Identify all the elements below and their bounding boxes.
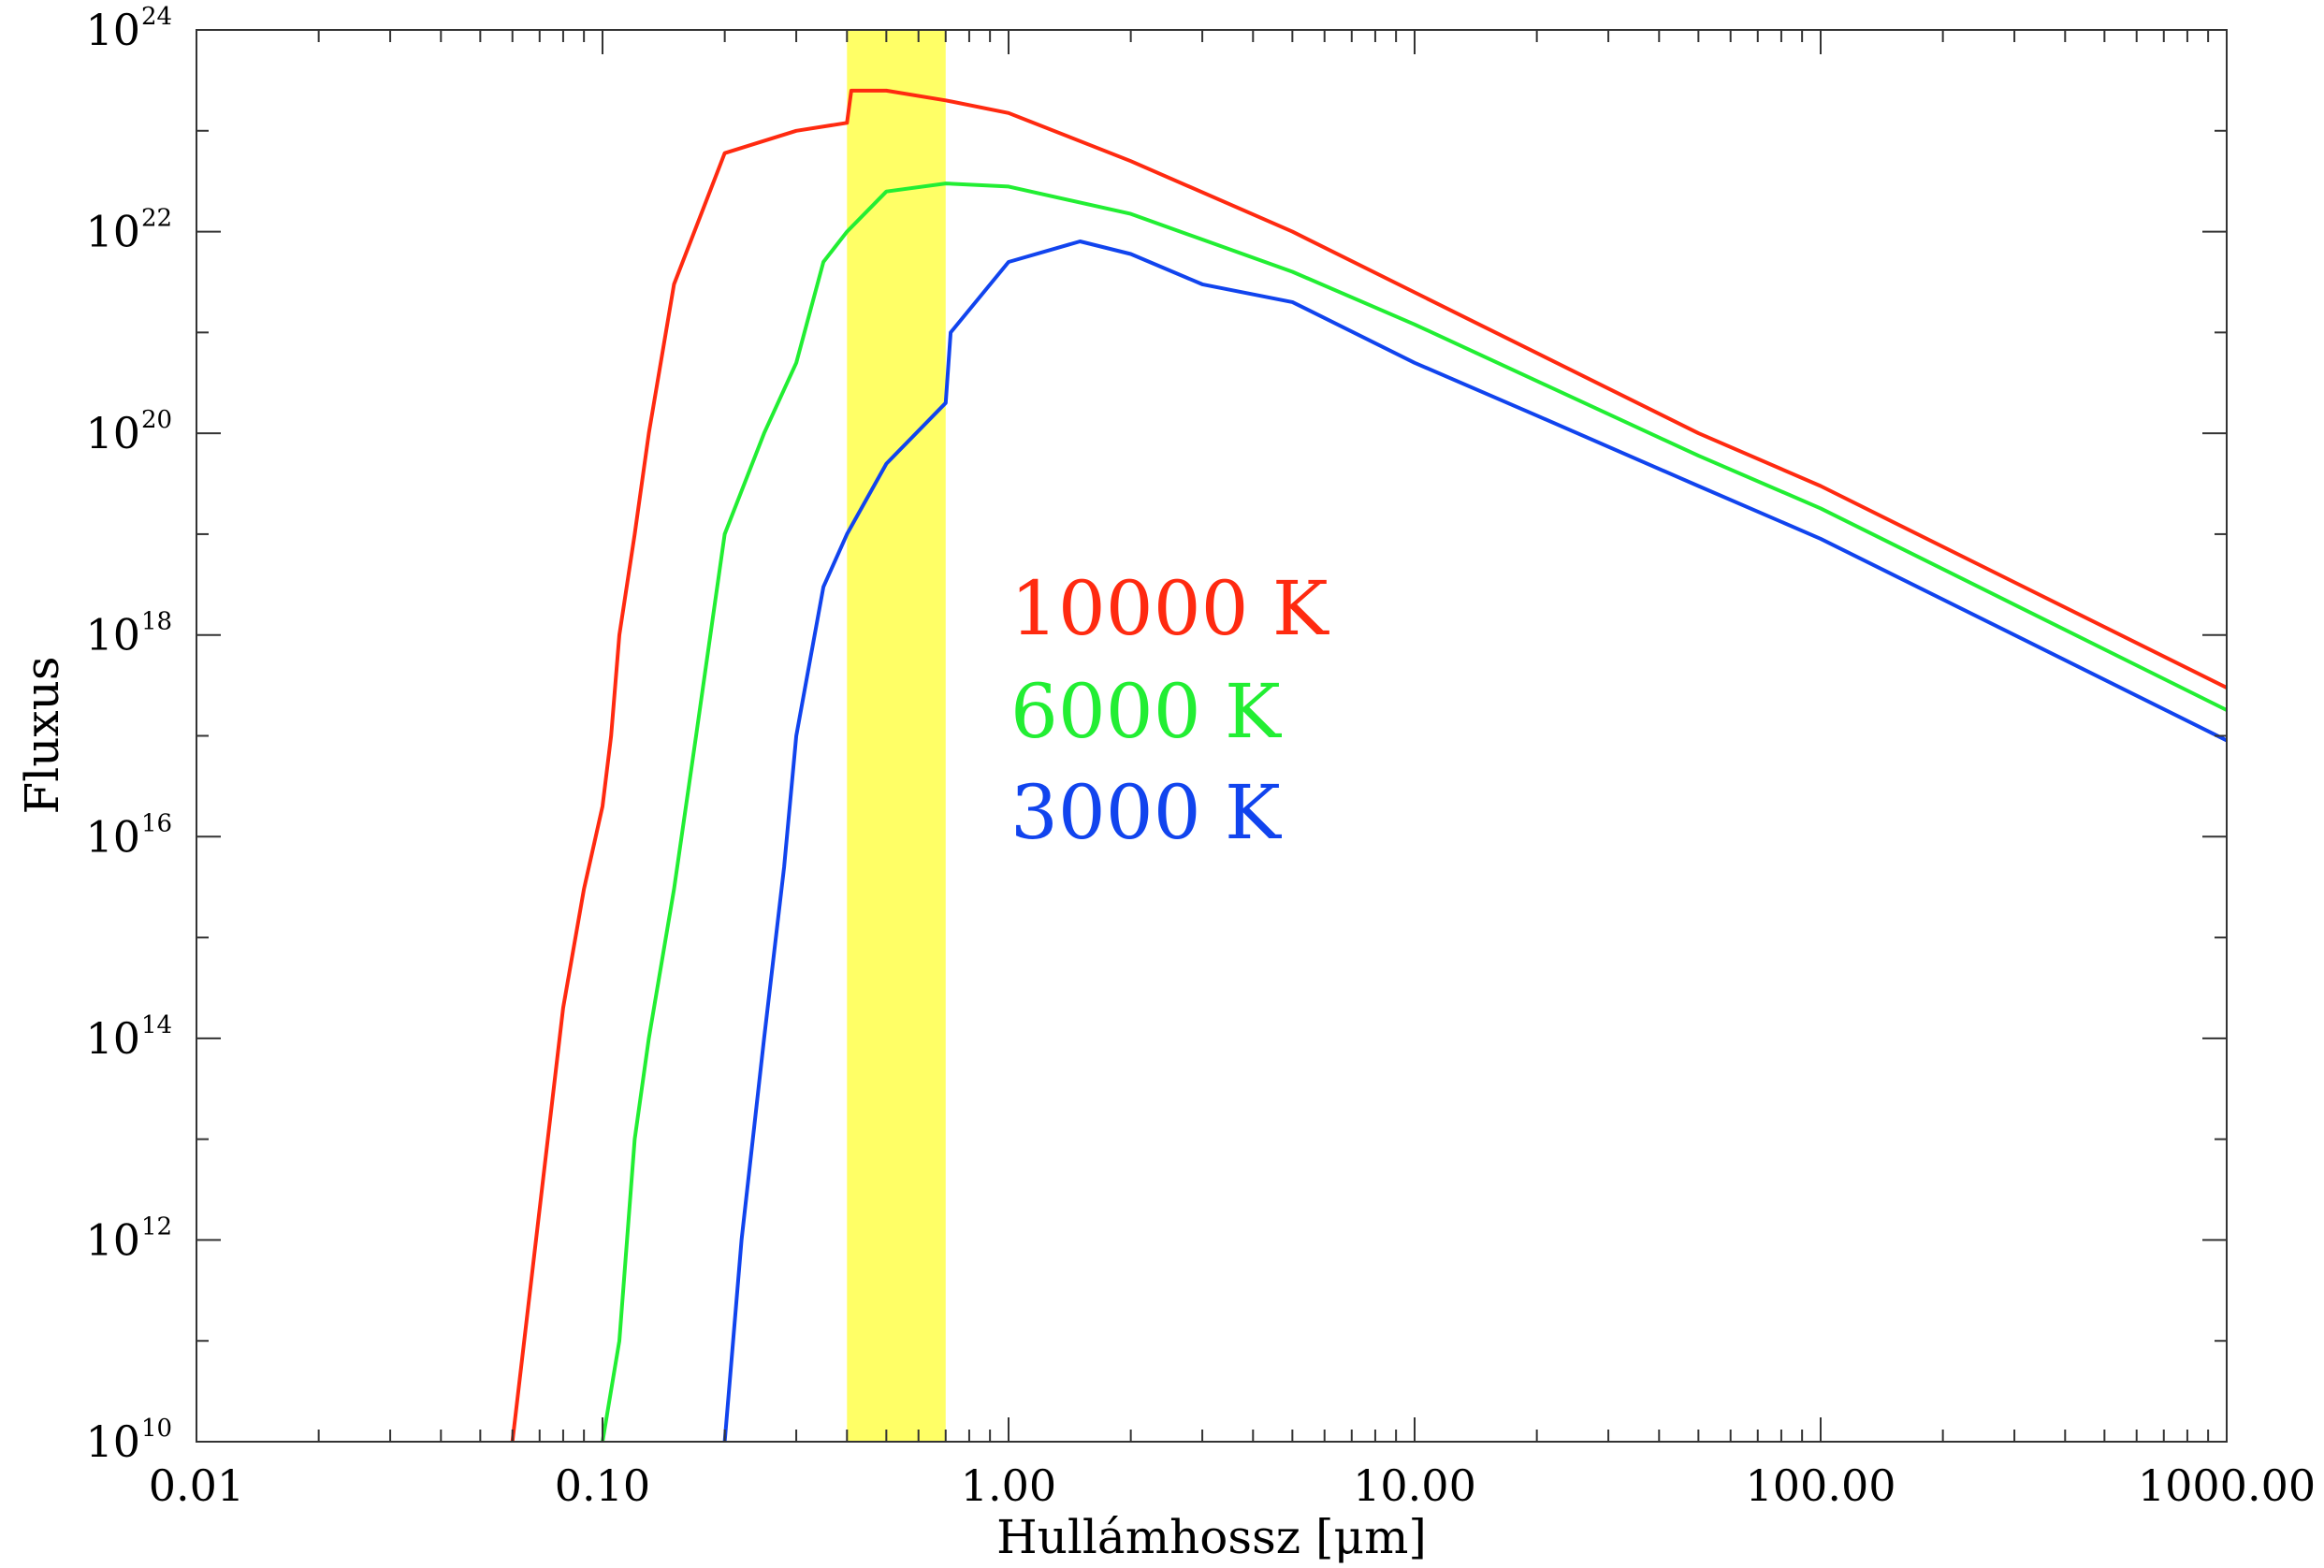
tick-layer [196,29,2227,1443]
x-tick-label: 1.00 [961,1460,1056,1511]
y-tick-exponent: 20 [141,406,172,434]
y-tick-base: 10 [85,1416,140,1467]
y-tick-base: 10 [85,207,140,257]
legend-label-1: 6000 K [1010,668,1282,755]
y-tick-exponent: 16 [141,809,172,837]
y-tick-label: 10 18 [85,608,172,661]
y-tick-exponent: 14 [141,1011,172,1039]
y-tick-base: 10 [85,1013,140,1064]
series-line-1 [601,181,2228,1443]
x-tick-label: 100.00 [1746,1460,1896,1511]
y-tick-label: 10 10 [85,1415,172,1467]
y-tick-exponent: 12 [141,1212,172,1241]
x-tick-label: 0.01 [149,1460,244,1511]
series-line-0 [510,88,2228,1443]
y-tick-label: 10 24 [85,3,172,55]
y-tick-exponent: 10 [141,1415,172,1443]
x-tick-label: 10.00 [1353,1460,1476,1511]
y-tick-base: 10 [85,5,140,55]
y-tick-base: 10 [85,1214,140,1265]
y-tick-exponent: 24 [141,3,172,31]
visible-light-band [847,30,946,1442]
y-tick-base: 10 [85,610,140,661]
x-tick-labels: 0.01 0.10 1.00 10.00 100.00 1000.00 [149,1460,2316,1511]
y-tick-label: 10 22 [85,205,172,257]
legend-label-2: 3000 K [1010,769,1282,856]
series-line-2 [722,240,2228,1443]
x-tick-label: 0.10 [555,1460,650,1511]
legend: 10000 K 6000 K 3000 K [1010,565,1329,856]
y-axis-label: Fluxus [15,657,69,815]
y-tick-exponent: 22 [141,205,172,233]
y-tick-base: 10 [85,408,140,458]
y-tick-base: 10 [85,811,140,862]
y-tick-label: 10 14 [85,1011,172,1064]
y-tick-label: 10 20 [85,406,172,458]
curve-layer [510,88,2228,1443]
y-tick-label: 10 12 [85,1212,172,1265]
y-tick-label: 10 16 [85,809,172,862]
highlight-band-layer [847,30,946,1442]
x-tick-label: 1000.00 [2138,1460,2316,1511]
x-axis-label: Hullámhossz [μm] [996,1510,1427,1564]
legend-label-0: 10000 K [1010,565,1329,652]
y-tick-exponent: 18 [141,608,172,636]
